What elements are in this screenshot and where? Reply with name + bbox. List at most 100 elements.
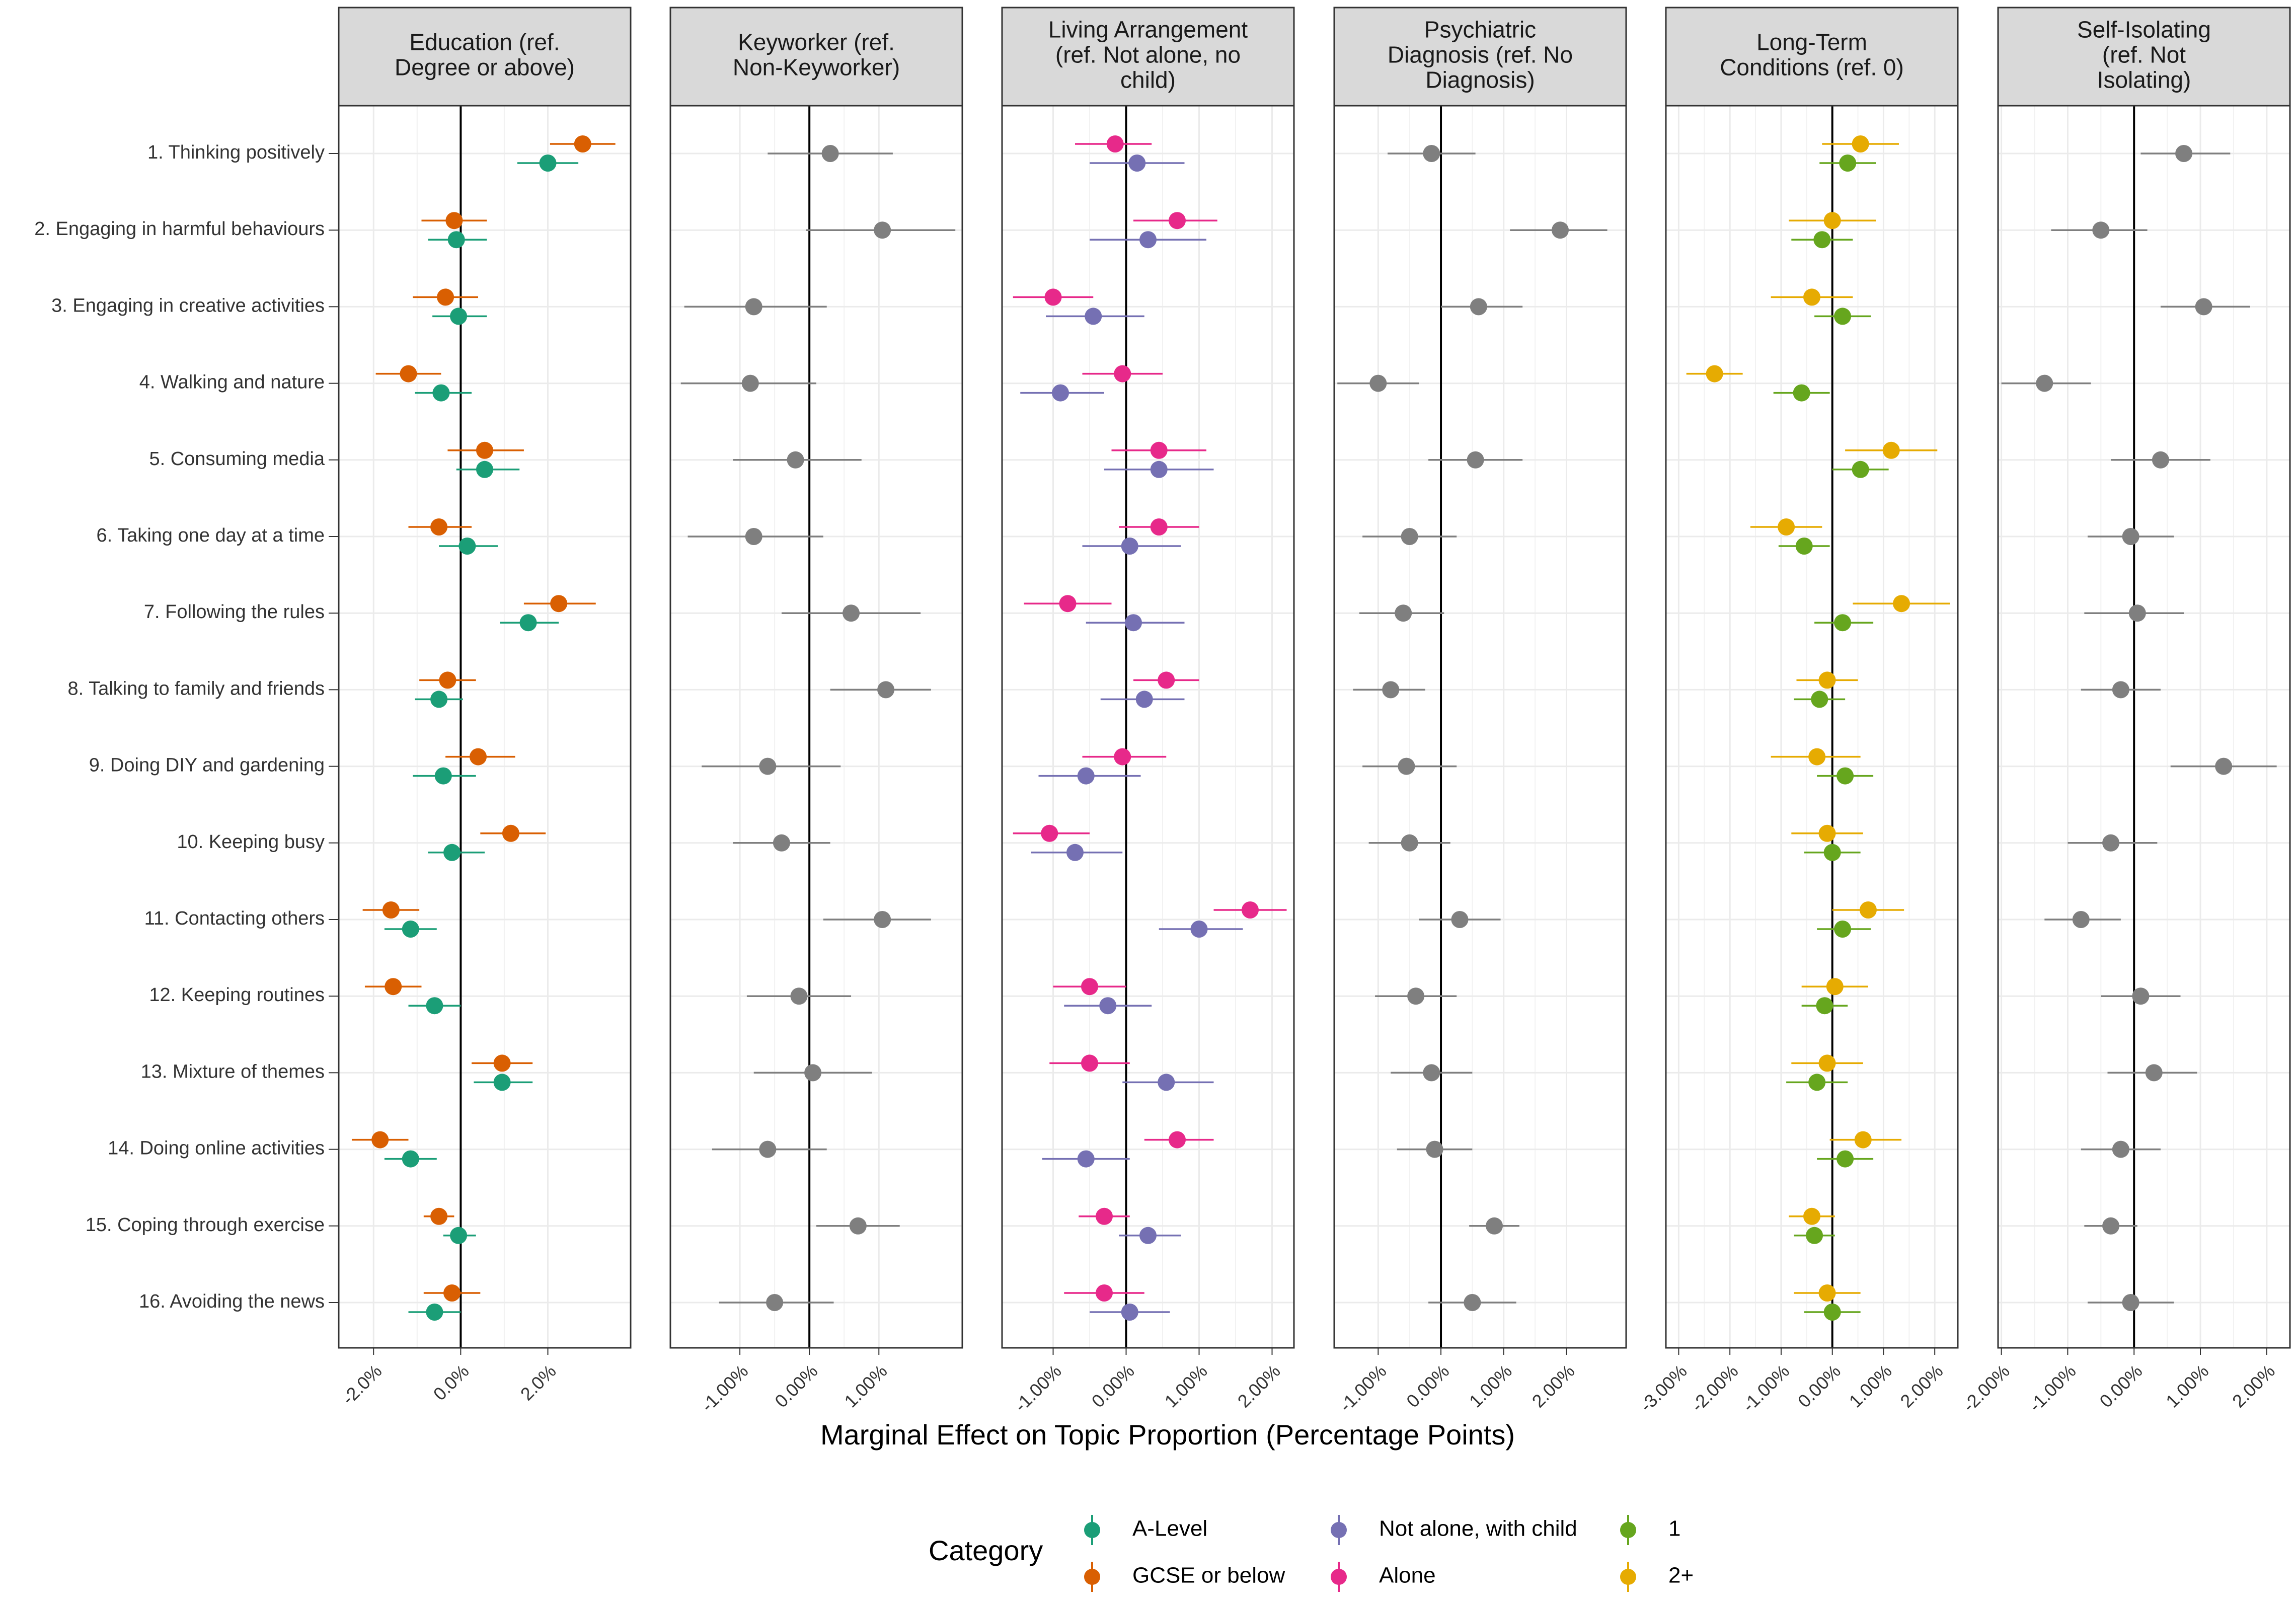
x-tick-label: 1.00% [2162, 1360, 2212, 1411]
estimate-a-level [428, 844, 485, 861]
x-tick-label: 1.00% [1465, 1360, 1516, 1411]
estimate-not-alone-with-child [1090, 1304, 1170, 1321]
estimate-gcse-or-below [351, 1131, 409, 1149]
point-estimate [1839, 155, 1857, 172]
estimate-2- [1791, 824, 1863, 842]
point-estimate [1041, 824, 1058, 842]
estimate-psychiatric-diagnosis [1469, 1217, 1519, 1235]
point-estimate [1470, 298, 1487, 316]
legend-label: 1 [1668, 1516, 1680, 1541]
point-estimate [437, 288, 454, 306]
point-estimate [1139, 231, 1157, 249]
point-estimate [2152, 451, 2169, 469]
point-estimate [843, 604, 860, 622]
point-estimate [450, 1227, 468, 1244]
point-estimate [1818, 1284, 1836, 1302]
estimate-alone [1111, 441, 1206, 459]
point-estimate [1818, 671, 1836, 689]
point-estimate [1808, 1074, 1826, 1091]
estimate-1 [1832, 461, 1889, 478]
y-tick-label: 6. Taking one day at a time [97, 525, 325, 546]
estimate-keyworker [768, 145, 893, 162]
point-estimate [382, 901, 400, 919]
point-estimate [1823, 844, 1841, 861]
point-estimate [1464, 1294, 1481, 1311]
legend-label: Not alone, with child [1379, 1516, 1577, 1541]
estimate-gcse-or-below [445, 748, 515, 766]
point-estimate [1044, 288, 1062, 306]
point-estimate [759, 757, 777, 775]
point-estimate [1121, 1304, 1138, 1321]
point-estimate [1552, 221, 1569, 239]
point-estimate [2122, 528, 2139, 545]
estimate-psychiatric-diagnosis [1388, 145, 1476, 162]
point-estimate [2102, 1217, 2120, 1235]
point-estimate [1806, 1227, 1823, 1244]
point-estimate [1150, 441, 1168, 459]
estimate-keyworker [806, 221, 956, 239]
panel-background [339, 106, 631, 1348]
estimate-keyworker [746, 987, 852, 1005]
y-tick-label: 9. Doing DIY and gardening [89, 755, 325, 776]
estimate-alone [1082, 365, 1163, 383]
point-estimate [502, 824, 519, 842]
facet-strip-title: Long-Term Conditions (ref. 0) [1720, 29, 1904, 81]
facet-strip-title-line: Diagnosis) [1425, 67, 1535, 93]
estimate-gcse-or-below [364, 978, 422, 996]
point-estimate [1893, 595, 1910, 613]
point-estimate [1401, 834, 1418, 852]
panel-border [1333, 105, 1627, 1349]
point-estimate [1096, 1207, 1113, 1225]
point-estimate [550, 595, 568, 613]
point-estimate [1486, 1217, 1503, 1235]
point-estimate [1059, 595, 1077, 613]
x-tick-label: 0.00% [1088, 1360, 1138, 1411]
point-estimate [1242, 901, 1259, 919]
x-tick-label: -1.00% [697, 1360, 752, 1416]
x-tick-label: 1.00% [840, 1360, 891, 1411]
estimate-keyworker [830, 681, 931, 699]
facet-strip [1001, 7, 1295, 107]
point-estimate [1114, 365, 1131, 383]
point-estimate [519, 614, 537, 632]
facet-strip-title-line: Conditions (ref. 0) [1720, 54, 1904, 81]
estimate-alone [1049, 1054, 1130, 1072]
estimate-self-isolating [2068, 834, 2158, 852]
estimate-self-isolating [2160, 298, 2250, 316]
estimate-a-level [432, 308, 487, 325]
point-estimate [2112, 1140, 2129, 1158]
point-estimate [1139, 1227, 1157, 1244]
estimate-a-level [415, 691, 463, 708]
estimate-keyworker [733, 451, 862, 469]
estimate-self-isolating [2170, 757, 2277, 775]
point-estimate [1369, 374, 1387, 392]
estimate-1 [1814, 308, 1871, 325]
point-estimate [539, 155, 557, 172]
facet-panel-3: Living Arrangement (ref. Not alone, no chi… [1001, 7, 1295, 1416]
estimate-alone [1082, 748, 1167, 766]
estimate-1 [1804, 844, 1861, 861]
point-estimate [1081, 1054, 1098, 1072]
point-estimate [443, 844, 461, 861]
x-tick-label: -1.00% [2025, 1360, 2080, 1416]
panel-border [669, 105, 963, 1349]
estimate-a-level [439, 538, 498, 555]
point-estimate [1398, 757, 1415, 775]
panel-border [1997, 105, 2291, 1349]
facet-strip-title: Psychiatric Diagnosis (ref. No Diagnosis) [1388, 17, 1573, 93]
legend-label: GCSE or below [1132, 1563, 1285, 1588]
estimate-a-level [517, 155, 579, 172]
estimate-keyworker [823, 911, 931, 928]
point-estimate [1395, 604, 1412, 622]
estimate-psychiatric-diagnosis [1337, 374, 1419, 392]
y-tick-label: 12. Keeping routines [149, 984, 325, 1006]
estimate-self-isolating [2087, 528, 2174, 545]
point-estimate [443, 1284, 461, 1302]
facet-strip-title-line: child) [1120, 67, 1176, 93]
facet-strip [1997, 7, 2291, 107]
legend-key-point [1084, 1522, 1100, 1538]
estimate-2- [1801, 978, 1868, 996]
point-estimate [1423, 1064, 1440, 1082]
point-estimate [787, 451, 804, 469]
estimate-gcse-or-below [523, 595, 596, 613]
